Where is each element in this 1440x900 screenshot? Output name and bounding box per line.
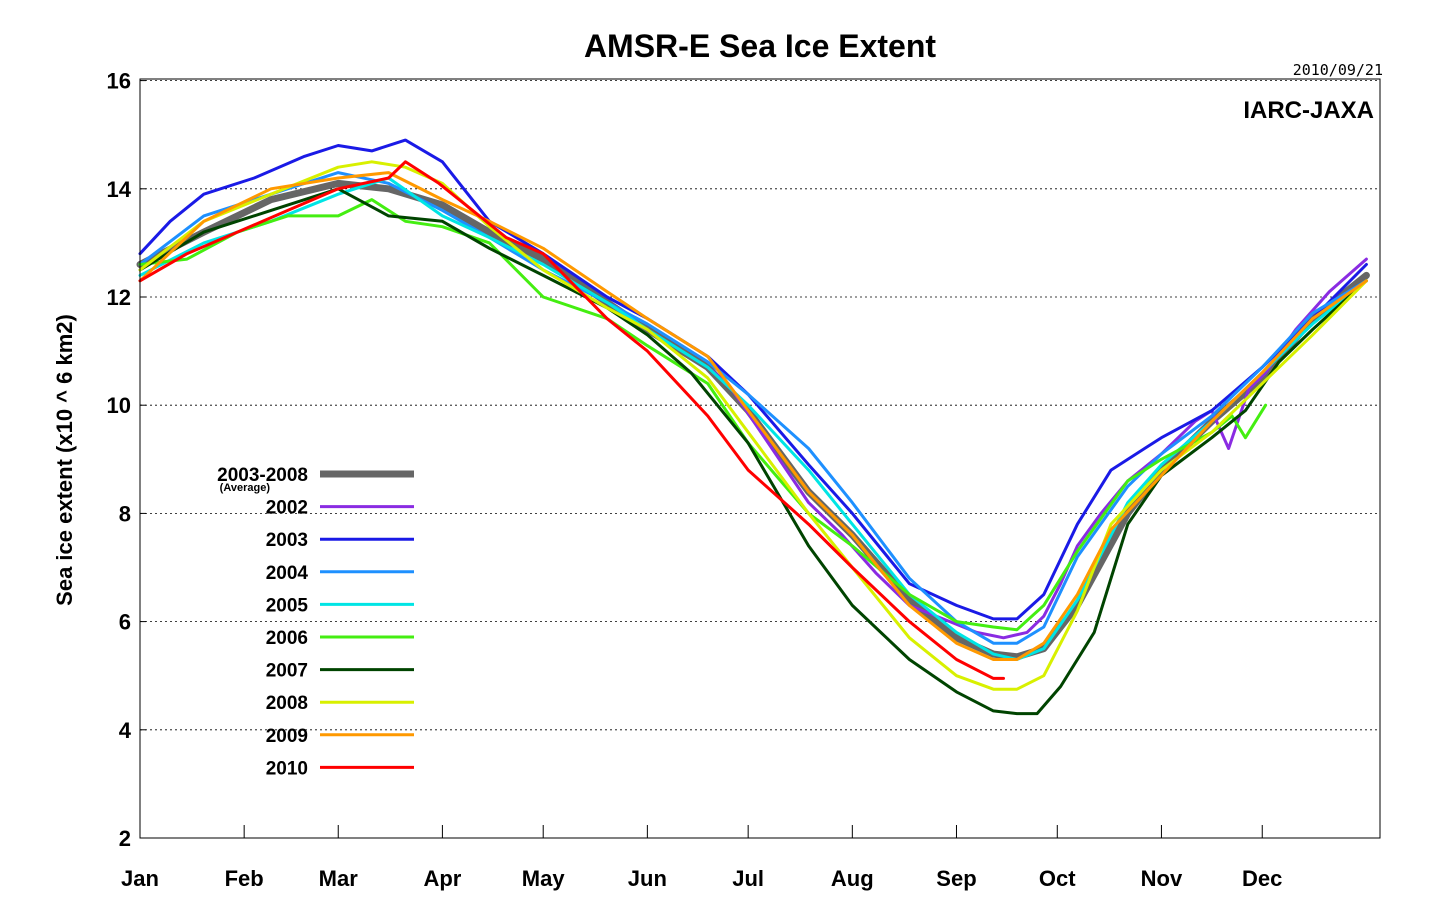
credit-label: IARC-JAXA [1243,97,1374,124]
legend-item-2009: 2009 [266,726,414,747]
legend-label: 2009 [266,726,308,747]
x-axis-ticks: Jan Feb Mar Apr May Jun Jul Aug Sep Oct Nov Dec [121,825,1282,891]
y-tick-label: 16 [107,69,131,94]
legend-item-2007: 2007 [266,661,414,682]
x-tick-label: May [522,866,566,891]
x-tick-label: Feb [225,866,264,891]
legend-item-2006: 2006 [266,628,414,649]
date-stamp: 2010/09/21 [1293,61,1383,79]
x-tick-label: Apr [423,866,461,891]
y-tick-label: 2 [119,826,131,851]
legend-item-2010: 2010 [266,758,414,779]
series-line-2010 [138,160,1005,680]
x-tick-label: Mar [319,866,359,891]
series-line-2007 [138,187,1368,716]
y-axis-label: Sea ice extent (x10 ^ 6 km2) [52,314,77,606]
x-tick-label: Dec [1242,866,1282,891]
legend-label: 2004 [266,563,309,584]
x-tick-label: Oct [1039,866,1076,891]
x-tick-label: Jan [121,866,159,891]
y-tick-label: 8 [119,501,131,526]
series-line-2009 [138,171,1368,661]
legend-item-2008: 2008 [266,693,414,714]
series-line-2005 [138,176,1368,661]
legend-item-2004: 2004 [266,563,414,584]
y-tick-label: 10 [107,393,131,418]
series-line-2008 [138,160,1368,691]
legend-label: 2002 [266,498,308,519]
legend-label: 2008 [266,693,308,714]
x-tick-label: Jul [732,866,764,891]
series-lines [136,138,1370,716]
x-tick-label: Jun [628,866,667,891]
legend-item-2003: 2003 [266,530,414,551]
x-tick-label: Sep [936,866,976,891]
legend-label: 2003 [266,530,308,551]
chart-title: AMSR-E Sea Ice Extent [584,28,936,64]
series-line-2003 [138,138,1368,621]
y-tick-label: 6 [119,610,131,635]
legend-item-2002: 2002 [266,498,414,519]
y-tick-label: 12 [107,285,131,310]
y-tick-label: 14 [107,177,132,202]
legend-label: 2010 [266,758,308,779]
legend-label: 2005 [266,595,309,616]
legend-label: 2003-2008 [217,465,308,486]
series-line-2004 [138,171,1368,645]
legend-label: 2007 [266,661,308,682]
legend-label: 2006 [266,628,308,649]
plot-frame [139,78,1381,839]
legend-item-2003-2008: 2003-2008(Average) [217,465,414,494]
legend-sublabel: (Average) [220,482,271,494]
legend-item-2005: 2005 [266,595,414,616]
y-tick-label: 4 [119,718,132,743]
x-tick-label: Aug [831,866,874,891]
x-tick-label: Nov [1141,866,1183,891]
series-line-2006 [138,198,1268,632]
legend: 2003-2008(Average) 2002 2003 2004 2005 2006 20… [217,465,414,779]
y-axis-ticks: 2 4 6 8 10 12 14 16 [107,69,146,851]
